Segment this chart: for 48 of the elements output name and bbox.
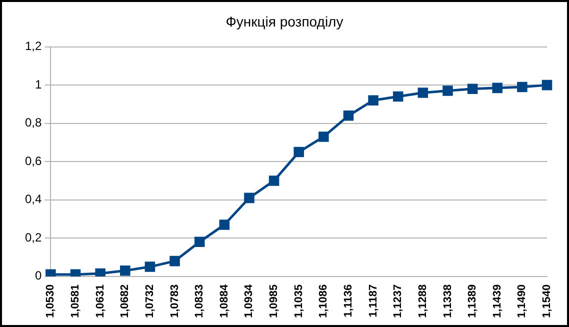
y-tick-label: 1 [34,77,42,92]
point [418,88,428,98]
y-tick-label: 0,4 [24,192,42,206]
point [368,95,378,106]
x-tick-label: 1,1439 [491,284,504,318]
x-tick-label: 1,0631 [94,284,106,318]
x-tick-label: 1,0682 [119,284,132,318]
point [318,132,329,142]
x-tick-label: 1,1086 [318,284,330,318]
point [542,80,552,90]
x-tick-label: 1,0833 [194,284,206,318]
point [144,262,156,272]
y-tick-label: 0,6 [24,154,42,168]
y-tick-label: 0,8 [24,116,42,130]
x-tick-label: 1,1338 [442,284,454,318]
chart-title: Функція розподілу [226,13,344,30]
x-tick-label: 1,0783 [168,284,181,318]
x-tick-label: 1,1187 [367,284,380,318]
point [194,236,205,248]
x-tick-label: 1,1288 [416,284,429,318]
x-tick-label: 1,1237 [392,284,404,318]
x-tick-label: 1,0884 [218,283,230,318]
point [244,192,254,204]
point [268,176,280,186]
x-tick-label: 1,0581 [70,284,82,318]
x-tick-label: 1,1136 [342,284,355,318]
x-tick-label: 1,0530 [44,284,57,318]
point [95,268,106,276]
point [517,82,528,92]
y-tick-label: 1,2 [24,39,42,54]
point [442,86,453,96]
point [120,265,130,276]
x-tick-label: 1,0934 [243,283,256,318]
y-tick-label: 0,2 [24,230,42,244]
x-tick-label: 1,0732 [144,284,156,318]
x-tick-label: 1,0985 [268,284,280,318]
point [392,91,404,102]
point [170,256,180,266]
point [467,84,478,94]
point [219,220,230,230]
point [294,146,304,158]
y-tick-label: 0 [34,268,42,283]
x-tick-label: 1,1389 [466,284,479,318]
x-tick-label: 1,1490 [516,284,528,318]
x-tick-label: 1,1035 [292,284,305,318]
x-tick-label: 1,1540 [541,284,554,318]
point [343,110,354,121]
point [492,82,503,94]
